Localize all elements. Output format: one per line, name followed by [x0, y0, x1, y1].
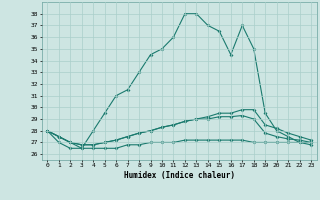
X-axis label: Humidex (Indice chaleur): Humidex (Indice chaleur): [124, 171, 235, 180]
